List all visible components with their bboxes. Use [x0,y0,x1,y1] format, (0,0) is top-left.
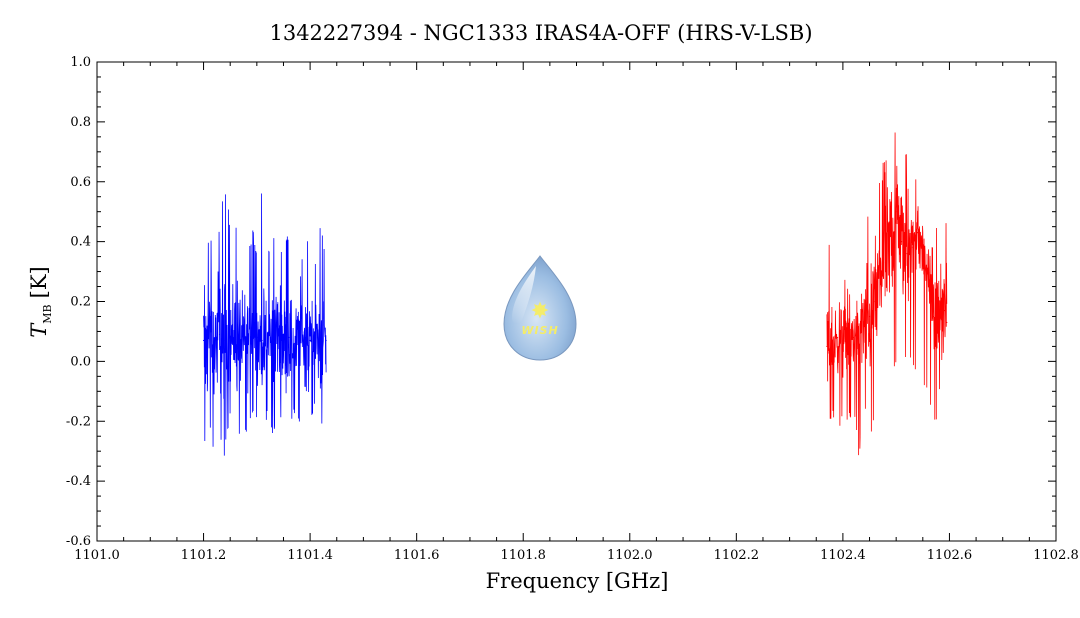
data-point [895,211,897,213]
data-point [836,336,839,339]
data-point [927,270,929,273]
data-point [943,309,945,312]
data-point [202,339,205,342]
data-point [277,333,279,336]
data-point [250,333,253,336]
drop-highlight [512,266,536,324]
data-point [304,336,306,339]
x-tick-label: 1101.6 [394,548,440,563]
series-line [826,132,948,456]
y-tick-label: -0.4 [66,474,91,489]
y-axis-label-main: T [27,322,51,338]
data-point [938,318,940,321]
data-point [240,342,242,345]
series-1 [202,193,327,456]
x-tick-label: 1102.4 [820,548,866,563]
y-axis: -0.6 -0.4 -0.2 0.0 0.2 0.4 0.6 0.8 1.0 [66,55,1056,549]
data-point [911,247,913,249]
data-point [890,235,892,237]
x-tick-label: 1102.0 [607,548,653,563]
data-point [900,241,903,243]
data-point [320,342,322,345]
y-tick-label: 0.4 [70,235,91,250]
data-point [272,330,274,333]
data-point [218,333,221,336]
y-tick-label: 0.0 [70,354,91,369]
data-point [266,342,269,345]
data-point [314,336,317,339]
series-line [203,193,327,456]
data-point [229,336,231,339]
x-tick-label: 1101.4 [287,548,333,563]
data-point [245,339,247,342]
data-point [234,330,237,333]
star-icon: ✸ [531,299,549,324]
data-point [288,336,290,339]
chart-title: 1342227394 - NGC1333 IRAS4A-OFF (HRS-V-L… [269,21,812,45]
series-2 [826,132,948,456]
y-axis-label: TMB [K] [27,266,54,337]
data-point [282,339,285,342]
data-point [842,339,844,342]
data-point [906,253,908,255]
x-axis-label: Frequency [GHz] [486,569,669,593]
y-tick-label: 0.6 [70,175,91,190]
data-point [916,232,919,234]
data-point [932,315,935,318]
y-tick-label: -0.6 [66,534,91,549]
data-point [884,261,887,264]
data-point [946,321,948,324]
wish-logo: ✸ WISH [503,255,577,361]
drop-icon [503,255,577,361]
y-tick-label: 0.8 [70,115,91,130]
data-point [879,276,881,279]
axis-frame [96,61,1057,542]
data-point [847,333,849,336]
x-tick-label: 1101.2 [181,548,227,563]
x-axis: 1101.0 1101.2 1101.4 1101.6 1101.8 1102.0 1102… [74,62,1079,563]
x-tick-label: 1101.8 [500,548,546,563]
x-tick-label: 1101.0 [74,548,120,563]
data-point [309,339,311,342]
data-point [213,342,215,345]
y-tick-label: 1.0 [70,55,91,70]
y-axis-label-unit: [K] [27,266,51,298]
logo-text: WISH [521,324,558,337]
y-tick-label: 0.2 [70,295,91,310]
plot-area: 1101.0 1101.2 1101.4 1101.6 1101.8 1102.0 1102… [66,55,1079,563]
data-point [874,300,876,303]
data-point [293,342,295,345]
data-point [852,336,855,339]
data-point [325,339,327,342]
data-point [922,253,924,255]
y-axis-label-sub: MB [41,304,54,323]
svg-text:TMB[K]: TMB [K] [27,266,54,337]
data-point [868,315,871,318]
data-point [298,333,301,336]
y-tick-label: -0.2 [66,414,91,429]
x-tick-label: 1102.8 [1033,548,1079,563]
series-layer [202,132,948,456]
x-tick-label: 1102.6 [927,548,973,563]
data-point [831,342,833,345]
data-point [256,336,258,339]
data-point [863,324,865,327]
data-point [224,339,226,342]
data-point [858,330,860,333]
data-point [261,339,263,342]
data-point [826,345,828,348]
data-point [208,336,210,339]
x-tick-label: 1102.2 [714,548,760,563]
